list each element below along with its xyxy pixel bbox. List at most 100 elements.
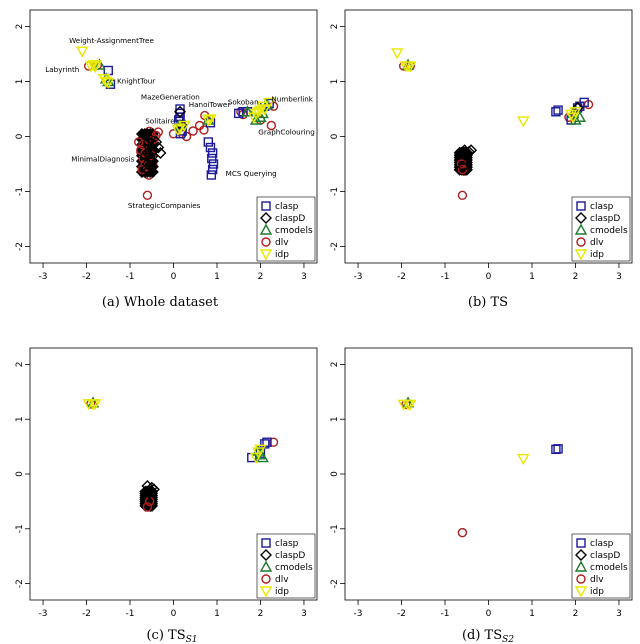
legend-marker-clasp <box>261 538 271 548</box>
panel-4: -3 -2 -1 0 1 2 3 -2 -1 0 1 2 clasp claspD cmodels dlv id… <box>330 347 633 644</box>
legend-label-idp: idp <box>275 250 289 260</box>
legend-marker-clasp <box>576 538 586 548</box>
panel-caption: (a) Whole dataset <box>102 295 219 310</box>
idp-point <box>252 107 265 119</box>
legend-marker-idp <box>574 586 588 598</box>
y-tick-label: -2 <box>15 242 25 251</box>
x-tick-label: 3 <box>301 609 307 619</box>
panel-2: -3 -2 -1 0 1 2 3 -2 -1 0 1 2 clasp claspD cmodels dlv id… <box>330 9 633 310</box>
clasp-point <box>553 105 563 115</box>
dlv-point <box>142 502 153 512</box>
x-tick-label: -1 <box>441 272 450 282</box>
y-tick-label: -1 <box>330 187 340 196</box>
point-annotation: MCS Querying <box>226 169 277 178</box>
legend-marker-clasp <box>576 201 586 211</box>
legend: clasp claspD cmodels dlv idp <box>571 533 631 599</box>
legend: clasp claspD cmodels dlv idp <box>571 196 631 262</box>
clasp-point <box>206 170 217 180</box>
idp-point <box>89 60 103 72</box>
idp-point <box>567 112 580 124</box>
x-tick-label: 0 <box>486 272 492 282</box>
legend-marker-cmodels <box>574 223 588 235</box>
series-idp <box>75 46 276 137</box>
point-annotation: MinimalDiagnosis <box>71 154 134 163</box>
legend-marker-claspD <box>575 212 587 224</box>
series-idp <box>82 399 267 465</box>
dlv-point <box>137 164 147 175</box>
legend-marker-cmodels <box>259 223 273 235</box>
dlv-point <box>199 125 209 135</box>
x-tick-label: 2 <box>573 609 579 619</box>
y-tick-label: 1 <box>330 79 340 85</box>
series-idp <box>397 399 530 466</box>
dlv-point <box>153 127 163 137</box>
legend-label-idp: idp <box>275 587 289 597</box>
idp-point <box>75 46 89 58</box>
idp-point <box>404 61 417 73</box>
x-tick-label: -2 <box>82 609 91 619</box>
clasp-point <box>207 148 218 158</box>
x-tick-label: -1 <box>126 272 135 282</box>
legend-marker-dlv <box>261 237 271 247</box>
point-annotation: Solitaire <box>145 116 175 125</box>
series-idp <box>390 48 582 128</box>
y-tick-label: -2 <box>15 579 25 588</box>
claspD-point <box>456 147 469 159</box>
x-tick-label: -2 <box>397 272 406 282</box>
x-tick-label: 1 <box>214 609 220 619</box>
y-tick-label: 0 <box>330 133 340 139</box>
y-tick-label: -2 <box>330 579 340 588</box>
x-tick-label: -1 <box>441 609 450 619</box>
dlv-point <box>266 120 277 131</box>
claspD-point <box>147 144 160 157</box>
cmodels-point <box>241 105 254 117</box>
point-annotation: Sokoban <box>228 98 259 107</box>
panel-caption: (d) TSS2 <box>462 628 514 644</box>
clasp-point <box>207 164 218 175</box>
idp-point <box>254 105 267 117</box>
y-tick-label: 1 <box>15 416 25 422</box>
point-annotation: Weight-AssignmentTree <box>69 36 154 45</box>
y-tick-label: 0 <box>15 471 25 477</box>
idp-point <box>102 77 115 90</box>
idp-point <box>99 76 113 88</box>
x-tick-label: 2 <box>573 272 579 282</box>
legend-marker-clasp <box>261 201 271 211</box>
legend-label-idp: idp <box>590 587 604 597</box>
panel-caption: (b) TS <box>468 295 508 310</box>
y-tick-label: 2 <box>330 24 340 30</box>
claspD-point <box>174 105 187 118</box>
point-annotation: MazeGeneration <box>141 93 200 102</box>
legend-marker-cmodels <box>259 560 273 572</box>
clasp-point <box>551 107 561 117</box>
legend-label-clasp: clasp <box>275 539 299 549</box>
legend-marker-claspD <box>260 212 272 224</box>
legend-label-cmodels: cmodels <box>590 563 628 573</box>
legend-label-clasp: clasp <box>590 539 614 549</box>
series-dlv <box>401 399 468 538</box>
cmodels-point <box>86 396 100 408</box>
claspD-point <box>141 158 154 170</box>
y-tick-label: -2 <box>330 242 340 251</box>
series-claspD <box>139 105 189 177</box>
legend-label-cmodels: cmodels <box>590 226 628 236</box>
y-tick-label: -1 <box>15 187 25 196</box>
clasp-point <box>262 437 272 447</box>
cmodels-point <box>569 113 582 125</box>
legend-label-cmodels: cmodels <box>275 563 313 573</box>
series-claspD <box>456 101 584 173</box>
dlv-point <box>457 190 468 201</box>
cmodels-point <box>252 444 265 456</box>
cmodels-point <box>173 119 187 131</box>
idp-point <box>173 123 187 135</box>
idp-point <box>252 447 265 459</box>
legend-marker-dlv <box>576 574 586 584</box>
legend-marker-idp <box>259 586 273 598</box>
claspD-point <box>141 130 154 143</box>
clasp-point <box>207 153 217 164</box>
panel-1: -3 -2 -1 0 1 2 3 -2 -1 0 1 2 Weight-AssignmentTree La… <box>15 9 318 310</box>
cmodels-point <box>260 98 274 110</box>
legend-label-dlv: dlv <box>590 238 604 248</box>
y-tick-label: 2 <box>330 362 340 368</box>
cmodels-point <box>249 113 263 125</box>
